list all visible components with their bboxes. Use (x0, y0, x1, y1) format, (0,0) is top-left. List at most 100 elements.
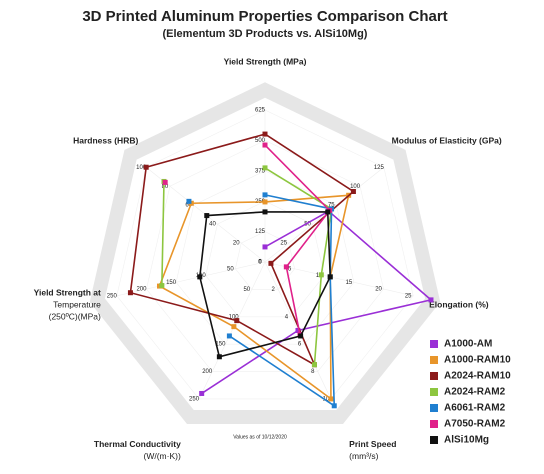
series-line (158, 194, 350, 401)
legend-label: AlSi10Mg (444, 435, 489, 446)
ring (116, 109, 414, 400)
point (262, 199, 268, 205)
legend-swatch (430, 404, 438, 412)
tick-label: 50 (227, 266, 234, 272)
ring (175, 170, 355, 345)
tick-label: 250 (107, 293, 118, 299)
axis-label: Thermal Conductivity (94, 439, 181, 449)
point (197, 274, 203, 280)
legend-label: A1000-AM (444, 339, 492, 350)
tick-label: 250 (189, 397, 200, 403)
legend-label: A6061-RAM2 (444, 403, 506, 414)
outer-band (89, 82, 441, 424)
legend-swatch (430, 436, 438, 444)
tick-label: 625 (255, 108, 266, 114)
ring (146, 140, 384, 372)
point (234, 318, 240, 324)
axis-label: Print Speed (349, 439, 396, 449)
point (325, 209, 331, 215)
tick-label: 0 (258, 260, 262, 266)
series-line (129, 133, 355, 367)
series-line (161, 167, 333, 365)
axis-label: Hardness (HRB) (73, 135, 138, 145)
tick-label: 2 (272, 287, 276, 293)
point (262, 192, 268, 198)
chart-title: 3D Printed Aluminum Properties Compariso… (82, 8, 447, 25)
tick-label: 15 (346, 280, 353, 286)
tick-label: 375 (255, 168, 266, 174)
tick-label: 200 (202, 369, 213, 375)
legend-label: A1000-RAM10 (444, 355, 511, 366)
tick-label: 80 (162, 184, 169, 190)
point (262, 165, 268, 171)
point (262, 131, 268, 137)
tick-label: 6 (298, 342, 302, 348)
point (311, 362, 317, 368)
tick-label: 125 (255, 229, 266, 235)
axis-label: Elongation (%) (429, 299, 489, 309)
series-line (198, 211, 332, 358)
legend-label: A7050-RAM2 (444, 419, 506, 430)
point (226, 333, 232, 339)
axis-label: Yield Strength at (34, 287, 101, 297)
axis-line (264, 261, 414, 297)
legend-label: A2024-RAM2 (444, 387, 506, 398)
point (199, 390, 205, 396)
tick-label: 0 (258, 260, 262, 266)
point (328, 396, 334, 402)
point (262, 209, 268, 215)
legend-swatch (430, 372, 438, 380)
point (262, 244, 268, 250)
chart-subtitle: (Elementum 3D Products vs. AlSi10Mg) (163, 28, 368, 40)
ring (205, 200, 325, 318)
tick-label: 5 (288, 266, 292, 272)
tick-label: 150 (215, 342, 226, 348)
point (159, 283, 165, 289)
point (268, 260, 274, 266)
axis-line (198, 261, 266, 400)
legend-label: A2024-RAM10 (444, 371, 511, 382)
tick-label: 100 (229, 314, 240, 320)
point (127, 290, 133, 296)
axis-line (264, 166, 385, 263)
tick-label: 0 (258, 260, 262, 266)
axis-label: (mm³/s) (349, 451, 378, 461)
point (295, 327, 301, 333)
point (428, 297, 434, 303)
tick-label: 25 (280, 241, 287, 247)
tick-label: 100 (136, 165, 147, 171)
tick-label: 25 (405, 293, 412, 299)
axis-label: Modulus of Elasticity (GPa) (392, 135, 502, 145)
point (231, 324, 237, 330)
point (327, 274, 333, 280)
tick-label: 0 (258, 260, 262, 266)
point (350, 188, 356, 194)
tick-label: 8 (311, 369, 315, 375)
tick-label: 150 (166, 280, 177, 286)
tick-label: 0 (258, 260, 262, 266)
tick-label: 500 (255, 138, 266, 144)
point (186, 198, 192, 204)
point (283, 264, 289, 270)
tick-label: 200 (136, 287, 147, 293)
tick-label: 50 (243, 287, 250, 293)
point (298, 333, 304, 339)
legend-swatch (430, 420, 438, 428)
point (216, 354, 222, 360)
axis-line (116, 261, 266, 297)
note: Values as of 10/12/2020 (233, 434, 287, 440)
tick-label: 0 (258, 260, 262, 266)
tick-label: 100 (350, 184, 361, 190)
axis-label: (W/(m·K)) (144, 451, 181, 461)
tick-label: 20 (375, 287, 382, 293)
point (143, 164, 149, 170)
tick-label: 4 (285, 314, 289, 320)
point (262, 142, 268, 148)
point (331, 403, 337, 409)
legend-swatch (430, 356, 438, 364)
point (318, 272, 324, 278)
tick-label: 0 (258, 260, 262, 266)
legend-swatch (430, 388, 438, 396)
axis-label: Yield Strength (MPa) (224, 56, 307, 66)
